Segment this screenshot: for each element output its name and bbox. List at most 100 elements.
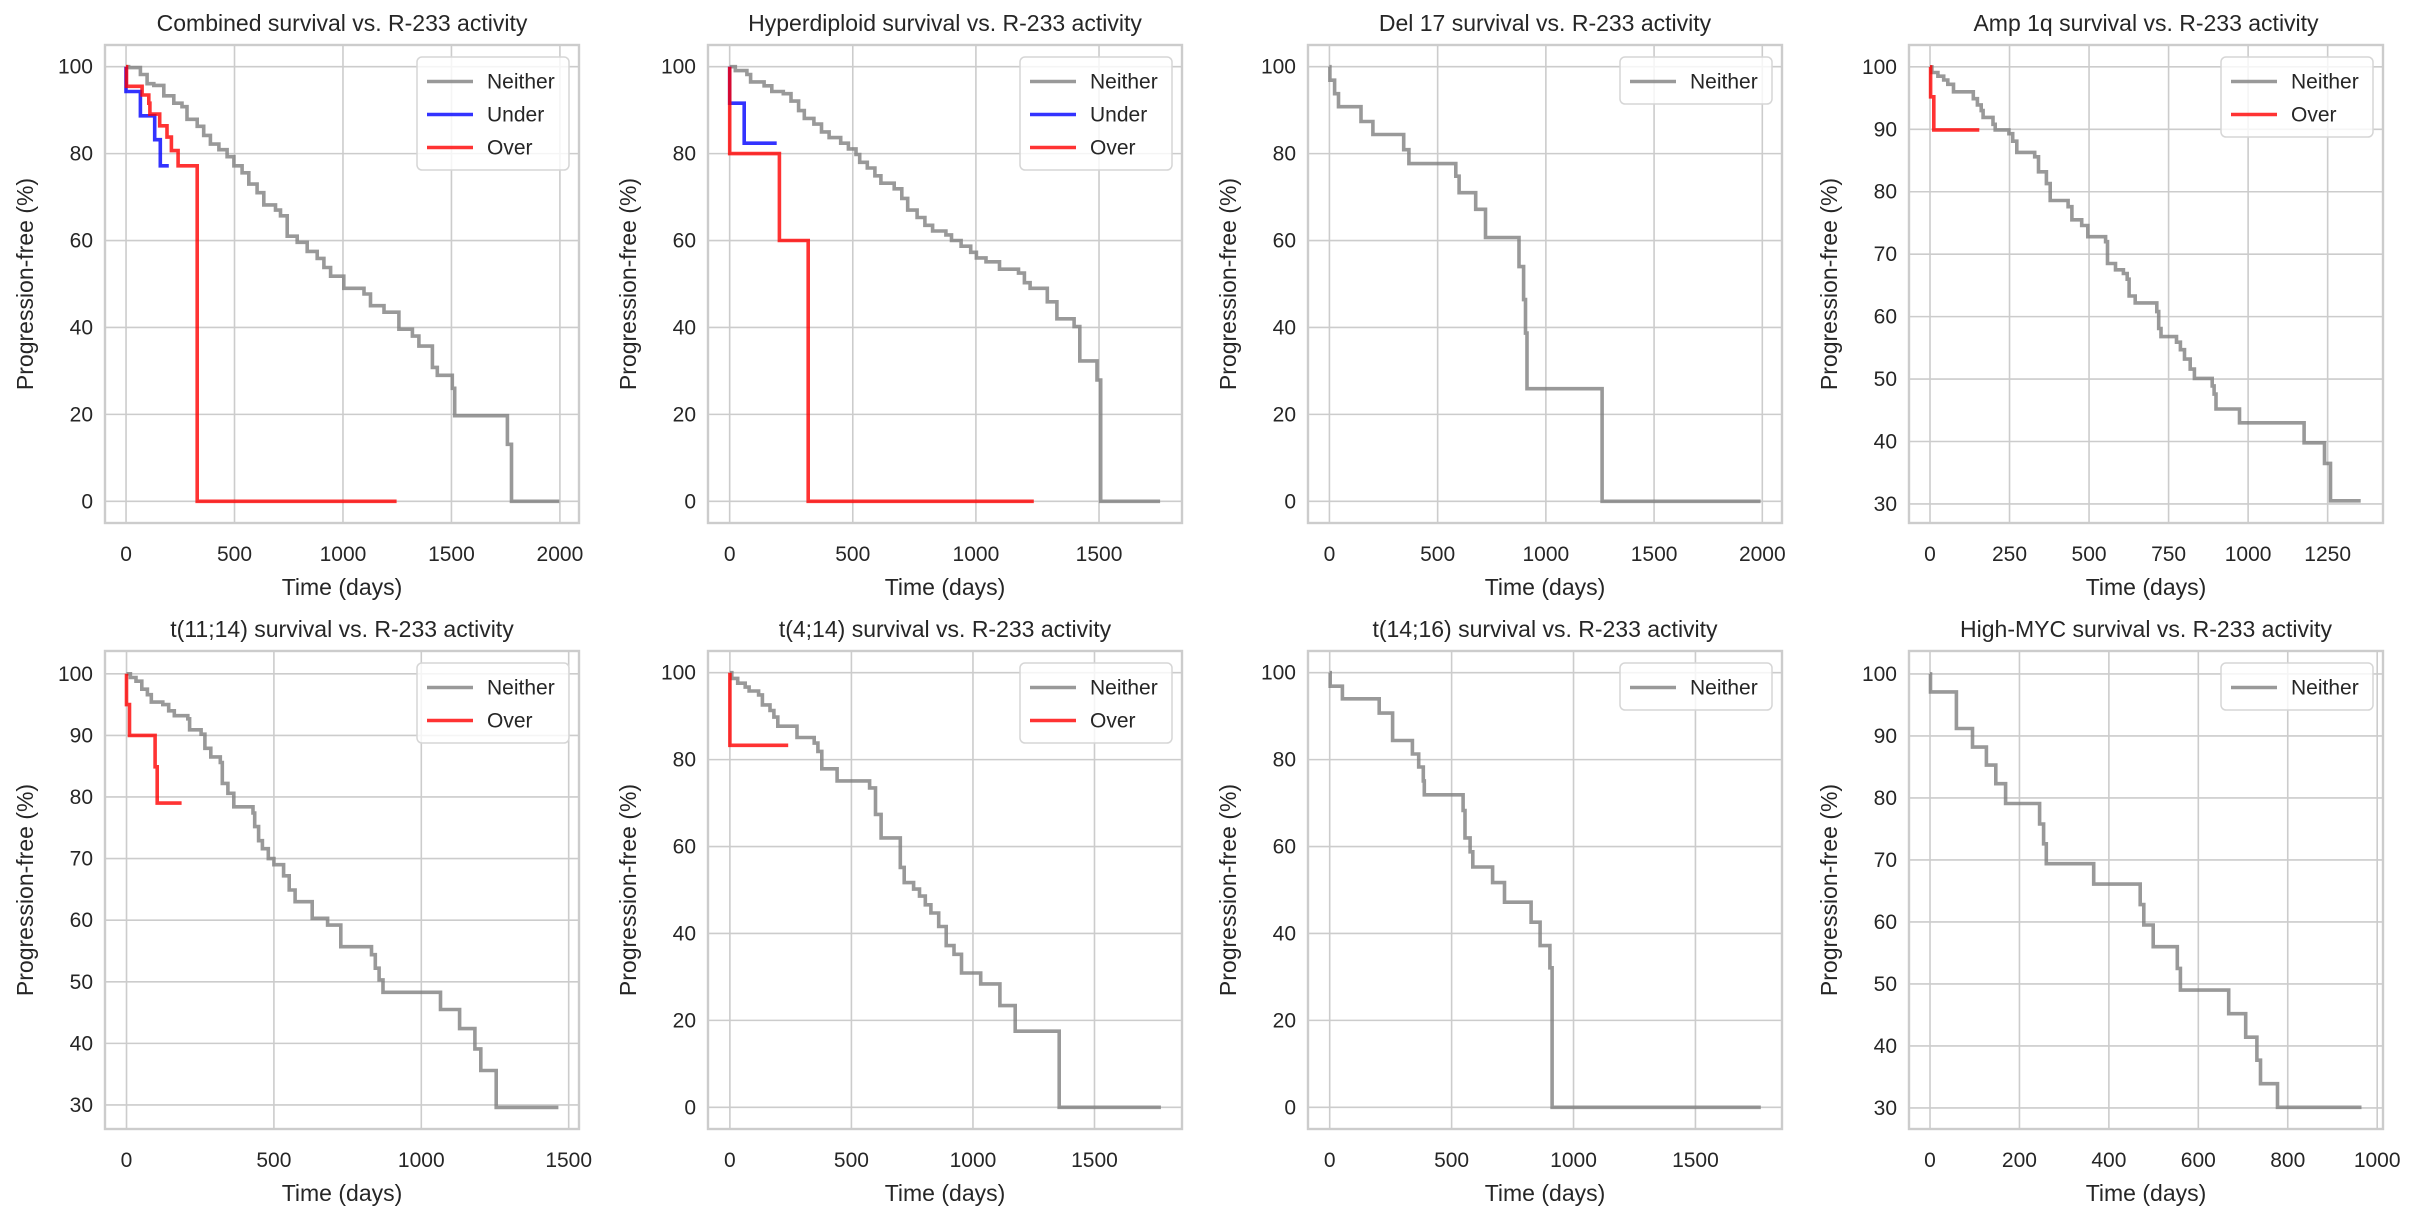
- x-tick-label: 750: [2151, 543, 2186, 566]
- x-tick-label: 1500: [545, 1149, 592, 1172]
- y-tick-label: 20: [70, 403, 93, 426]
- y-tick-label: 40: [1273, 316, 1296, 339]
- x-tick-label: 500: [2072, 543, 2107, 566]
- y-tick-label: 60: [1273, 836, 1296, 859]
- chart-title: Combined survival vs. R-233 activity: [157, 10, 528, 36]
- x-tick-label: 1500: [1076, 543, 1123, 566]
- legend-label: Neither: [1690, 677, 1758, 700]
- x-tick-label: 1000: [2354, 1149, 2401, 1172]
- y-tick-label: 100: [58, 56, 93, 79]
- x-tick-label: 200: [2002, 1149, 2037, 1172]
- x-tick-label: 1000: [398, 1149, 445, 1172]
- y-tick-label: 30: [1874, 493, 1897, 516]
- x-axis-label: Time (days): [282, 1180, 403, 1206]
- chart-title: Hyperdiploid survival vs. R-233 activity: [748, 10, 1142, 36]
- y-tick-label: 90: [1874, 725, 1897, 748]
- chart-title: t(4;14) survival vs. R-233 activity: [779, 616, 1112, 642]
- y-tick-label: 40: [1874, 1035, 1897, 1058]
- y-tick-label: 50: [70, 971, 93, 994]
- km-curve-neither: [126, 672, 559, 1110]
- x-tick-label: 0: [120, 543, 132, 566]
- x-tick-label: 1250: [2304, 543, 2351, 566]
- x-axis-label: Time (days): [885, 574, 1006, 600]
- y-tick-label: 80: [673, 749, 696, 772]
- x-tick-label: 600: [2181, 1149, 2216, 1172]
- y-tick-label: 60: [673, 230, 696, 253]
- y-axis-label: Progression-free (%): [12, 784, 38, 996]
- km-curve-neither: [1930, 65, 2361, 503]
- x-tick-label: 1500: [1071, 1149, 1118, 1172]
- y-tick-label: 80: [1874, 181, 1897, 204]
- y-tick-label: 0: [684, 1096, 696, 1119]
- chart-title: t(11;14) survival vs. R-233 activity: [170, 616, 514, 642]
- km-curve-neither: [729, 670, 1161, 1110]
- y-tick-label: 20: [1273, 403, 1296, 426]
- legend-label: Over: [2291, 104, 2337, 127]
- y-tick-label: 70: [70, 848, 93, 871]
- y-tick-label: 50: [1874, 973, 1897, 996]
- y-tick-label: 60: [1874, 911, 1897, 934]
- y-tick-label: 40: [70, 316, 93, 339]
- x-tick-label: 500: [1420, 543, 1455, 566]
- chart-panel: 0 200 400 600 800 1000 30 40 50 60 70 80 90 100 High-M…: [1816, 616, 2401, 1206]
- legend-label: Neither: [2291, 677, 2359, 700]
- x-axis-label: Time (days): [282, 574, 403, 600]
- x-tick-label: 800: [2270, 1149, 2305, 1172]
- y-tick-label: 70: [1874, 849, 1897, 872]
- x-tick-label: 1500: [428, 543, 475, 566]
- x-tick-label: 0: [724, 1149, 736, 1172]
- x-tick-label: 500: [835, 543, 870, 566]
- y-tick-label: 100: [1261, 662, 1296, 685]
- y-tick-label: 40: [673, 922, 696, 945]
- km-curve-over: [1928, 65, 1980, 132]
- legend-label: Over: [1090, 710, 1136, 733]
- x-tick-label: 1000: [950, 1149, 997, 1172]
- y-tick-label: 100: [58, 663, 93, 686]
- km-curve-over: [124, 673, 182, 805]
- y-axis-label: Progression-free (%): [12, 178, 38, 390]
- x-tick-label: 0: [1324, 1149, 1336, 1172]
- x-tick-label: 0: [724, 543, 736, 566]
- y-tick-label: 30: [1874, 1097, 1897, 1120]
- chart-panel: 0 500 1000 1500 0 20 40 60 80 100 t(4;14) survival…: [615, 616, 1184, 1206]
- legend: Neither Under Over: [1019, 56, 1173, 171]
- axes-frame: [1907, 649, 2385, 1131]
- x-tick-label: 1500: [1672, 1149, 1719, 1172]
- legend-label: Neither: [1690, 71, 1758, 94]
- chart-title: Del 17 survival vs. R-233 activity: [1379, 10, 1712, 36]
- legend-label: Neither: [487, 71, 555, 94]
- x-tick-label: 1000: [1550, 1149, 1597, 1172]
- x-tick-label: 500: [1434, 1149, 1469, 1172]
- axes-frame: [1306, 649, 1784, 1131]
- y-tick-label: 80: [1874, 787, 1897, 810]
- legend: Neither: [1619, 56, 1773, 105]
- y-tick-label: 60: [673, 836, 696, 859]
- chart-title: t(14;16) survival vs. R-233 activity: [1372, 616, 1718, 642]
- legend: Neither Over: [2220, 56, 2374, 138]
- y-tick-label: 0: [684, 490, 696, 513]
- legend-label: Over: [487, 710, 533, 733]
- y-tick-label: 80: [673, 143, 696, 166]
- y-tick-label: 60: [70, 909, 93, 932]
- legend-label: Neither: [1090, 71, 1158, 94]
- y-tick-label: 30: [70, 1094, 93, 1117]
- x-tick-label: 1500: [1631, 543, 1678, 566]
- km-curve-neither: [1928, 672, 2362, 1110]
- x-tick-label: 0: [1924, 543, 1936, 566]
- x-tick-label: 1000: [320, 543, 367, 566]
- legend-label: Over: [487, 137, 533, 160]
- chart-title: High-MYC survival vs. R-233 activity: [1960, 616, 2332, 642]
- km-curve-neither: [1328, 670, 1761, 1110]
- y-axis-label: Progression-free (%): [1816, 784, 1842, 996]
- y-tick-label: 20: [673, 1009, 696, 1032]
- y-tick-label: 0: [81, 490, 93, 513]
- km-curve-over: [728, 672, 789, 748]
- x-tick-label: 0: [1324, 543, 1336, 566]
- y-axis-label: Progression-free (%): [1215, 178, 1241, 390]
- axes-frame: [1306, 43, 1784, 525]
- km-curve-neither: [126, 64, 560, 504]
- legend-box: [2220, 662, 2374, 711]
- x-tick-label: 1000: [1523, 543, 1570, 566]
- legend-label: Over: [1090, 137, 1136, 160]
- x-tick-label: 0: [1924, 1149, 1936, 1172]
